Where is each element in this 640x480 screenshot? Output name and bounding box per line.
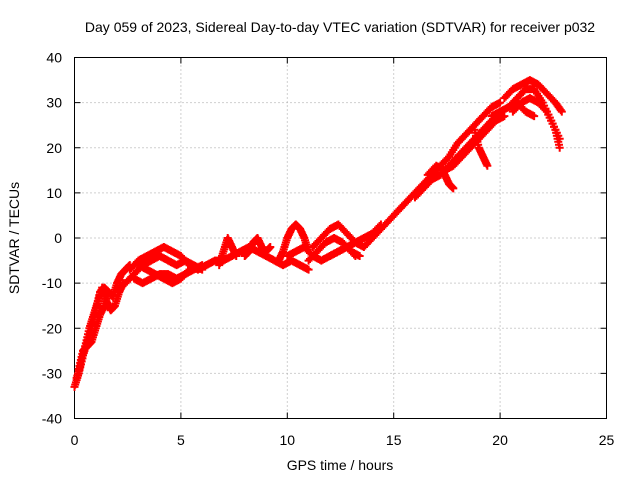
data-point <box>183 267 192 276</box>
y-tick-label: -40 <box>42 411 62 427</box>
data-point <box>304 265 313 274</box>
data-point <box>555 143 564 152</box>
data-point <box>557 107 566 116</box>
series-mid-4 <box>274 220 313 265</box>
data-point <box>266 243 275 252</box>
data-point <box>232 252 241 261</box>
y-tick-label: 10 <box>46 185 62 201</box>
series-top-4 <box>487 98 539 121</box>
series-mid-8 <box>325 220 385 261</box>
series-top-3 <box>508 94 564 152</box>
y-tick-label: -20 <box>42 320 62 336</box>
data-point <box>104 288 113 297</box>
series-band-4 <box>134 261 194 288</box>
series-rise-2 <box>410 107 505 202</box>
y-tick-labels: -40 -30 -20 -10 0 10 20 30 40 <box>42 50 62 427</box>
x-tick-label: 15 <box>386 432 402 448</box>
x-tick-label: 10 <box>280 432 296 448</box>
series-ramp-c <box>74 288 113 373</box>
x-tick-label: 20 <box>492 432 508 448</box>
series-spike-2 <box>470 125 492 170</box>
y-tick-label: -10 <box>42 275 62 291</box>
series-top-1 <box>500 76 566 116</box>
axis-ticks <box>74 57 607 419</box>
y-tick-label: -30 <box>42 365 62 381</box>
data-point <box>530 112 539 121</box>
series-mid-6 <box>304 234 364 265</box>
data-point <box>483 161 492 170</box>
data-point <box>185 265 194 274</box>
data-point <box>449 184 458 193</box>
data-point <box>541 106 550 115</box>
y-tick-label: 0 <box>54 230 62 246</box>
data-marks <box>70 76 566 391</box>
y-tick-label: 30 <box>46 95 62 111</box>
series-mid-7 <box>308 220 385 252</box>
data-point <box>556 106 565 115</box>
x-tick-label: 25 <box>599 432 615 448</box>
chart-title: Day 059 of 2023, Sidereal Day-to-day VTE… <box>85 19 595 35</box>
y-tick-label: 20 <box>46 140 62 156</box>
series-mid-2 <box>215 234 241 270</box>
y-axis-label: SDTVAR / TECUs <box>6 182 22 294</box>
y-tick-label: 40 <box>46 50 62 66</box>
series-mid-3 <box>240 234 275 261</box>
data-point <box>496 98 505 107</box>
data-point <box>500 112 509 121</box>
x-tick-label: 0 <box>71 432 79 448</box>
x-tick-labels: 0 5 10 15 20 25 <box>71 432 615 448</box>
x-tick-label: 5 <box>177 432 185 448</box>
x-axis-label: GPS time / hours <box>287 457 394 473</box>
data-point <box>355 252 364 261</box>
grid-lines <box>74 57 607 419</box>
series-spike-1 <box>436 161 458 193</box>
